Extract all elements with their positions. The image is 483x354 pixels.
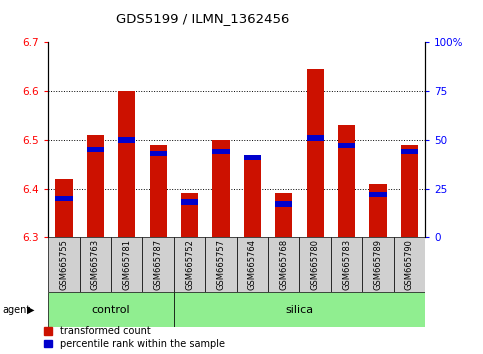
Bar	[87, 147, 104, 152]
Bar	[111, 237, 142, 292]
Text: GSM665755: GSM665755	[59, 239, 69, 290]
Text: GSM665789: GSM665789	[373, 239, 383, 290]
Bar	[362, 237, 394, 292]
Bar	[369, 184, 386, 237]
Bar	[205, 237, 237, 292]
Bar	[338, 143, 355, 148]
Bar	[307, 135, 324, 141]
Bar	[268, 237, 299, 292]
Text: GSM665781: GSM665781	[122, 239, 131, 290]
Bar	[394, 237, 425, 292]
Bar	[338, 125, 355, 237]
Bar	[150, 145, 167, 237]
Bar	[401, 149, 418, 154]
Text: agent: agent	[2, 305, 30, 315]
Bar	[87, 135, 104, 237]
Bar	[142, 237, 174, 292]
Text: GSM665763: GSM665763	[91, 239, 100, 290]
Bar	[181, 193, 198, 237]
Bar	[307, 69, 324, 237]
Bar	[56, 195, 72, 201]
Text: GSM665768: GSM665768	[279, 239, 288, 290]
Bar	[331, 237, 362, 292]
Bar	[401, 145, 418, 237]
Text: GSM665783: GSM665783	[342, 239, 351, 290]
Bar	[244, 159, 261, 237]
Bar	[299, 237, 331, 292]
Bar	[275, 201, 292, 207]
Text: GSM665764: GSM665764	[248, 239, 257, 290]
Text: GSM665752: GSM665752	[185, 239, 194, 290]
Bar	[369, 192, 386, 197]
Bar	[150, 151, 167, 156]
Bar	[244, 155, 261, 160]
Bar	[213, 140, 229, 237]
Bar	[118, 91, 135, 237]
Bar	[213, 149, 229, 154]
Bar	[48, 292, 174, 327]
Legend: transformed count, percentile rank within the sample: transformed count, percentile rank withi…	[43, 326, 225, 349]
Text: GSM665787: GSM665787	[154, 239, 163, 290]
Text: GSM665790: GSM665790	[405, 239, 414, 290]
Bar	[275, 193, 292, 237]
Text: GSM665780: GSM665780	[311, 239, 320, 290]
Text: GSM665757: GSM665757	[216, 239, 226, 290]
Bar	[48, 237, 80, 292]
Text: silica: silica	[285, 305, 313, 315]
Bar	[56, 179, 72, 237]
Bar	[174, 292, 425, 327]
Bar	[237, 237, 268, 292]
Text: control: control	[92, 305, 130, 315]
Bar	[118, 137, 135, 143]
Text: ▶: ▶	[27, 305, 34, 315]
Bar	[174, 237, 205, 292]
Bar	[80, 237, 111, 292]
Bar	[181, 199, 198, 205]
Text: GDS5199 / ILMN_1362456: GDS5199 / ILMN_1362456	[116, 12, 289, 25]
